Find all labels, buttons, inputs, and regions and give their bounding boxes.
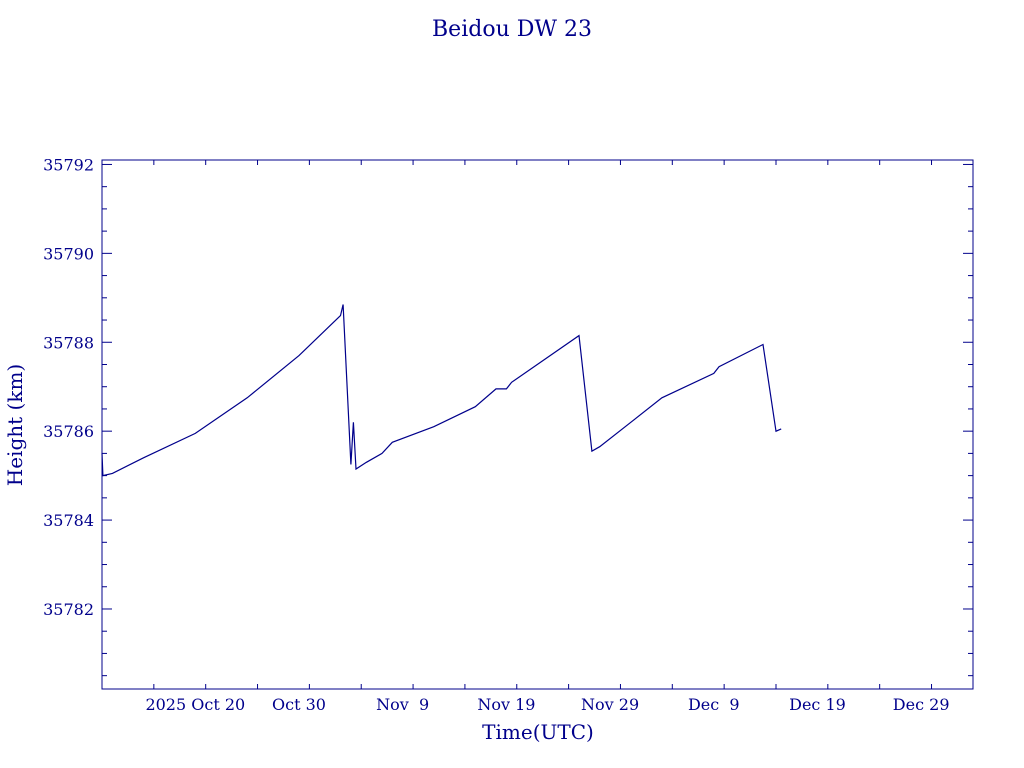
plot-frame (101, 159, 974, 690)
y-tick-label: 35782 (43, 600, 94, 619)
x-tick-label: 2025 Oct 20 (145, 695, 245, 714)
y-tick-label: 35790 (43, 244, 94, 263)
chart-title: Beidou DW 23 (432, 17, 592, 42)
y-tick-label: 35788 (43, 333, 94, 352)
x-tick-label: Nov 19 (477, 695, 535, 714)
y-tick-label: 35792 (43, 155, 94, 174)
x-tick-label: Nov 9 (376, 695, 429, 714)
y-axis-label: Height (km) (3, 364, 27, 486)
x-tick-label: Nov 29 (581, 695, 639, 714)
x-tick-label: Dec 29 (893, 695, 950, 714)
y-axis-ticks: 35782 35784 35786 35788 35790 35792 (43, 155, 973, 677)
x-tick-label: Dec 9 (688, 695, 740, 714)
y-tick-label: 35784 (43, 511, 94, 530)
x-axis-ticks: 2025 Oct 20 Oct 30 Nov 9 Nov 19 Nov 29 Dec 9 D… (101, 160, 950, 714)
x-tick-label: Dec 19 (789, 695, 846, 714)
x-axis-label: Time(UTC) (482, 720, 594, 744)
y-tick-label: 35786 (43, 422, 94, 441)
series-line (101, 304, 782, 477)
x-tick-label: Oct 30 (272, 695, 326, 714)
